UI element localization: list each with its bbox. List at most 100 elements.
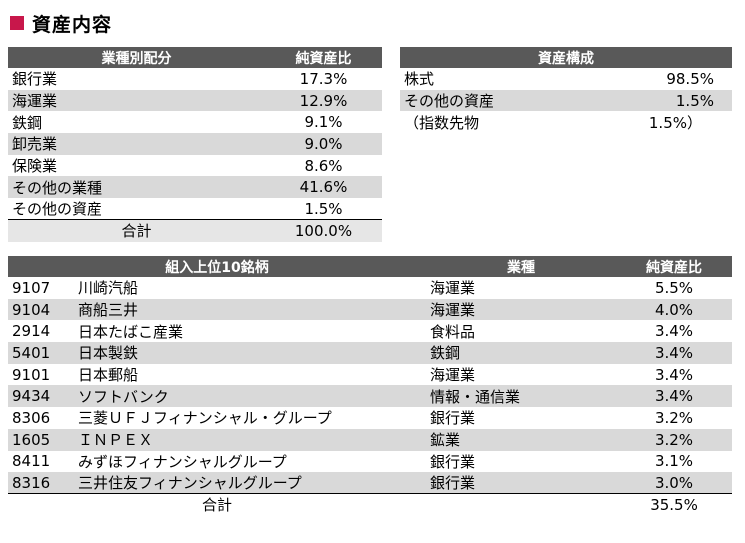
page-title-text: 資産内容 bbox=[32, 13, 113, 36]
stock-name: 三井住友フィナンシャルグループ bbox=[74, 472, 427, 494]
total-label: 合計 bbox=[8, 493, 427, 516]
sector-allocation-table: 業種別配分 純資産比 銀行業 17.3% 海運業 12.9% 鉄鋼 9.1% 卸… bbox=[8, 47, 382, 242]
table-row: 8306 三菱ＵＦＪフィナンシャル・グループ 銀行業 3.2% bbox=[8, 407, 732, 429]
table-row: 9107 川崎汽船 海運業 5.5% bbox=[8, 277, 732, 299]
sector-pct: 9.1% bbox=[304, 113, 343, 132]
table-row: その他の業種 41.6% bbox=[8, 176, 382, 199]
stock-name: みずほフィナンシャルグループ bbox=[78, 452, 287, 471]
composition-name: （指数先物 bbox=[404, 113, 480, 132]
table-row: 8316 三井住友フィナンシャルグループ 銀行業 3.0% bbox=[8, 472, 733, 494]
sector-pct: 9.0% bbox=[265, 133, 382, 155]
stock-sector: 鉱業 bbox=[426, 428, 617, 451]
stock-code: 9107 bbox=[12, 278, 51, 297]
sector-name: 保険業 bbox=[12, 157, 58, 176]
composition-header: 資産構成 bbox=[400, 47, 732, 68]
stock-sector: 銀行業 bbox=[426, 472, 617, 494]
top10-sector-header: 業種 bbox=[426, 256, 617, 277]
stock-code: 1605 bbox=[8, 428, 74, 451]
title-marker bbox=[10, 16, 24, 30]
sector-name: その他の資産 bbox=[12, 200, 103, 219]
stock-sector: 銀行業 bbox=[430, 409, 476, 428]
stock-sector: 海運業 bbox=[426, 298, 617, 321]
stock-name: 三菱ＵＦＪフィナンシャル・グループ bbox=[78, 409, 332, 428]
sector-name: その他の業種 bbox=[8, 176, 265, 199]
table-row: 卸売業 9.0% bbox=[8, 133, 382, 155]
composition-pct: 1.5% bbox=[600, 89, 732, 112]
sector-header: 業種別配分 bbox=[8, 47, 265, 68]
stock-code: 8316 bbox=[8, 472, 74, 494]
total-pct: 35.5% bbox=[616, 493, 733, 516]
composition-pct: 98.5% bbox=[666, 69, 714, 88]
stock-name: ソフトバンク bbox=[74, 385, 427, 408]
stock-name: 川崎汽船 bbox=[78, 279, 139, 298]
asset-composition-table: 資産構成 株式 98.5% その他の資産 1.5% （指数先物 1.5%） bbox=[400, 47, 732, 133]
stock-sector: 情報・通信業 bbox=[426, 385, 617, 408]
sector-pct: 12.9% bbox=[265, 89, 382, 112]
table-row: 1605 ＩＮＰＥＸ 鉱業 3.2% bbox=[8, 428, 733, 451]
top10-header: 組入上位10銘柄 bbox=[8, 256, 427, 277]
stock-name: 商船三井 bbox=[74, 298, 427, 321]
stock-pct: 3.4% bbox=[654, 365, 694, 384]
total-pct: 100.0% bbox=[265, 219, 382, 242]
stock-pct: 3.0% bbox=[616, 472, 733, 494]
sector-name: 銀行業 bbox=[12, 70, 58, 89]
sector-pct: 8.6% bbox=[304, 156, 343, 175]
composition-pct: 1.5%） bbox=[648, 113, 702, 132]
table-row: 2914 日本たばこ産業 食料品 3.4% bbox=[8, 320, 732, 342]
stock-code: 9434 bbox=[8, 385, 74, 408]
top10-holdings-table: 組入上位10銘柄 業種 純資産比 9107 川崎汽船 海運業 5.5% 9104… bbox=[8, 256, 733, 516]
table-row: 9434 ソフトバンク 情報・通信業 3.4% bbox=[8, 385, 733, 408]
sector-name: 卸売業 bbox=[8, 133, 265, 155]
table-row: （指数先物 1.5%） bbox=[400, 111, 732, 133]
sector-name: 海運業 bbox=[8, 89, 265, 112]
table-row: 5401 日本製鉄 鉄鋼 3.4% bbox=[8, 342, 733, 364]
stock-sector: 銀行業 bbox=[430, 452, 476, 471]
sector-pct: 17.3% bbox=[299, 69, 348, 88]
stock-pct: 3.4% bbox=[654, 322, 694, 341]
stock-pct: 3.4% bbox=[616, 342, 733, 364]
sector-name: 鉄鋼 bbox=[12, 113, 43, 132]
stock-pct: 4.0% bbox=[616, 298, 733, 321]
top10-header-row: 組入上位10銘柄 業種 純資産比 bbox=[8, 256, 733, 277]
total-row: 合計 100.0% bbox=[8, 219, 382, 242]
stock-sector: 食料品 bbox=[430, 322, 476, 341]
sector-pct: 41.6% bbox=[265, 176, 382, 199]
stock-name: 日本たばこ産業 bbox=[78, 322, 184, 341]
table-row: 株式 98.5% bbox=[400, 68, 732, 90]
stock-code: 2914 bbox=[12, 322, 51, 341]
top10-pct-header: 純資産比 bbox=[616, 256, 733, 277]
stock-name: 日本郵船 bbox=[78, 366, 139, 385]
table-row: 保険業 8.6% bbox=[8, 155, 382, 177]
sector-header-row: 業種別配分 純資産比 bbox=[8, 47, 382, 68]
table-row: 海運業 12.9% bbox=[8, 89, 382, 112]
stock-pct: 3.4% bbox=[616, 385, 733, 408]
stock-code: 5401 bbox=[8, 342, 74, 364]
table-row: 鉄鋼 9.1% bbox=[8, 111, 382, 133]
table-row: 9104 商船三井 海運業 4.0% bbox=[8, 298, 733, 321]
stock-code: 9101 bbox=[12, 365, 51, 384]
page-title: 資産内容 bbox=[10, 10, 112, 36]
composition-name: 株式 bbox=[404, 70, 435, 89]
stock-name: ＩＮＰＥＸ bbox=[74, 428, 427, 451]
stock-sector: 海運業 bbox=[430, 366, 476, 385]
total-label: 合計 bbox=[8, 219, 265, 242]
sector-pct-header: 純資産比 bbox=[265, 47, 382, 68]
total-row: 合計 35.5% bbox=[8, 493, 733, 516]
table-row: その他の資産 1.5% bbox=[400, 89, 732, 112]
stock-code: 8411 bbox=[12, 452, 51, 471]
stock-pct: 5.5% bbox=[654, 278, 694, 297]
total-spacer bbox=[426, 493, 617, 516]
table-row: 8411 みずほフィナンシャルグループ 銀行業 3.1% bbox=[8, 451, 732, 473]
table-row: 銀行業 17.3% bbox=[8, 68, 382, 90]
stock-pct: 3.1% bbox=[654, 452, 694, 471]
stock-sector: 鉄鋼 bbox=[426, 342, 617, 364]
stock-code: 9104 bbox=[8, 298, 74, 321]
table-row: その他の資産 1.5% bbox=[8, 198, 382, 220]
sector-pct: 1.5% bbox=[304, 199, 343, 218]
stock-pct: 3.2% bbox=[654, 408, 694, 427]
stock-sector: 海運業 bbox=[430, 279, 476, 298]
composition-header-row: 資産構成 bbox=[400, 47, 732, 68]
stock-pct: 3.2% bbox=[616, 428, 733, 451]
table-row: 9101 日本郵船 海運業 3.4% bbox=[8, 364, 732, 386]
stock-code: 8306 bbox=[12, 408, 51, 427]
